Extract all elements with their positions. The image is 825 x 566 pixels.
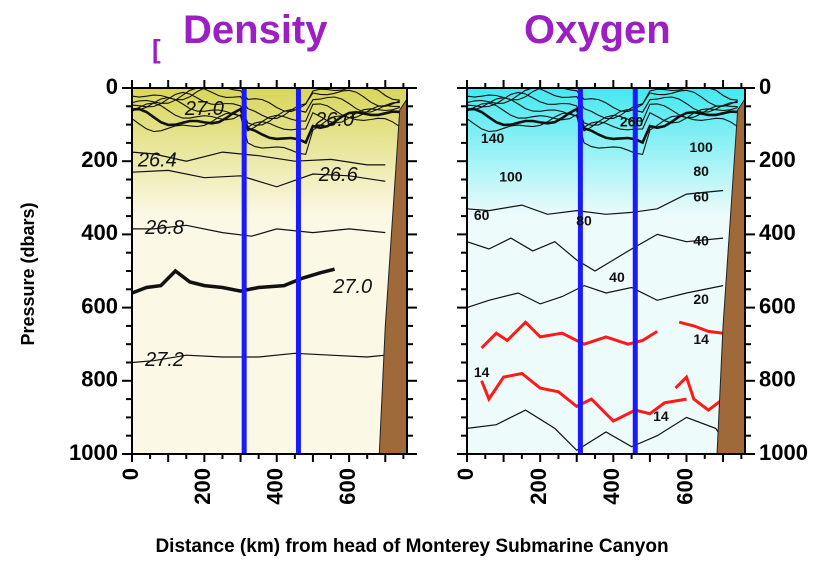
oxygen-x-tick-3: 600 <box>672 468 697 505</box>
density-contour-label-2: 26.4 <box>137 149 177 171</box>
density-x-tick-3: 600 <box>335 468 360 505</box>
oxygen-contour-label-8: 40 <box>693 232 709 248</box>
density-contour-0 <box>131 151 386 166</box>
density-y-tick-0: 0 <box>106 74 118 99</box>
density-contour-label-0: 27.0 <box>184 98 224 120</box>
oxygen-contour-label-13: 14 <box>653 408 669 424</box>
density-y-tick-3: 600 <box>81 293 118 318</box>
oxygen-x-tick-0: 0 <box>453 468 478 480</box>
oxygen-contour-3 <box>466 409 724 452</box>
oxygen-x-tick-2: 400 <box>599 468 624 505</box>
oxygen-contour-label-6: 80 <box>576 212 592 228</box>
oxygen-min-contour-1 <box>678 320 724 335</box>
oxygen-min-contour-3 <box>674 374 724 412</box>
density-contour-label-6: 27.2 <box>144 349 184 371</box>
oxygen-y-tick-2: 400 <box>759 220 796 245</box>
y-axis-label: Pressure (dbars) <box>18 202 38 345</box>
density-contour-label-1: 26.0 <box>314 109 354 131</box>
oxygen-contour-label-4: 80 <box>693 163 709 179</box>
density-contour-4 <box>131 352 386 364</box>
density-y-tick-1: 200 <box>81 147 118 172</box>
oxygen-y-tick-3: 600 <box>759 293 796 318</box>
oxygen-contour-label-7: 60 <box>693 189 709 205</box>
oxygen-y-tick-5: 1000 <box>759 440 808 465</box>
oxygen-contour-label-2: 100 <box>689 139 713 155</box>
oxygen-y-tick-0: 0 <box>759 74 771 99</box>
oxygen-surface-contours <box>466 87 739 156</box>
oxygen-contour-1 <box>466 233 724 272</box>
oxygen-contour-label-1: 260 <box>620 113 644 129</box>
density-x-tick-0: 0 <box>118 468 143 480</box>
oxygen-y-tick-4: 800 <box>759 367 796 392</box>
density-x-tick-2: 400 <box>263 468 288 505</box>
oxygen-contour-label-5: 60 <box>474 207 490 223</box>
density-y-tick-5: 1000 <box>69 440 118 465</box>
density-contour-label-5: 27.0 <box>332 276 372 298</box>
oxygen-contour-label-10: 20 <box>693 291 709 307</box>
density-x-tick-1: 200 <box>190 468 215 505</box>
oxygen-contour-label-3: 100 <box>499 168 523 184</box>
oxygen-y-tick-1: 200 <box>759 147 796 172</box>
density-y-tick-4: 800 <box>81 367 118 392</box>
density-contour-3 <box>131 267 336 295</box>
oxygen-contour-label-12: 14 <box>693 331 709 347</box>
density-panel: 27.0 26.0 26.4 26.6 26.8 27.0 27.2 0 200 400 600 80… <box>69 74 417 505</box>
oxygen-contour-2 <box>466 284 724 309</box>
density-contour-1 <box>131 169 386 188</box>
oxygen-contour-label-11: 14 <box>474 364 490 380</box>
oxygen-contour-label-0: 140 <box>481 130 505 146</box>
x-axis-label: Distance (km) from head of Monterey Subm… <box>155 536 668 557</box>
oxygen-plot-area <box>467 88 745 454</box>
oxygen-x-tick-1: 200 <box>526 468 551 505</box>
title-marker: [ <box>152 34 161 64</box>
oxygen-contour-0 <box>466 189 724 215</box>
oxygen-title: Oxygen <box>524 8 671 52</box>
density-contour-label-3: 26.6 <box>318 164 359 186</box>
density-title: Density <box>183 8 328 52</box>
density-contour-label-4: 26.8 <box>144 217 184 239</box>
density-contour-2 <box>132 224 386 237</box>
density-y-tick-2: 400 <box>81 220 118 245</box>
oxygen-contour-label-9: 40 <box>609 269 625 285</box>
oxygen-min-contour-2 <box>480 371 687 423</box>
